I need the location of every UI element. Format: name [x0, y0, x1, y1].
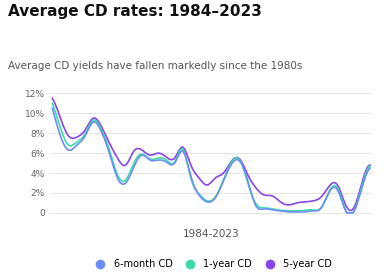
- Text: Average CD yields have fallen markedly since the 1980s: Average CD yields have fallen markedly s…: [8, 61, 302, 71]
- Legend: 6-month CD, 1-year CD, 5-year CD: 6-month CD, 1-year CD, 5-year CD: [90, 259, 332, 269]
- Text: Average CD rates: 1984–2023: Average CD rates: 1984–2023: [8, 4, 262, 19]
- Text: 1984-2023: 1984-2023: [183, 229, 240, 239]
